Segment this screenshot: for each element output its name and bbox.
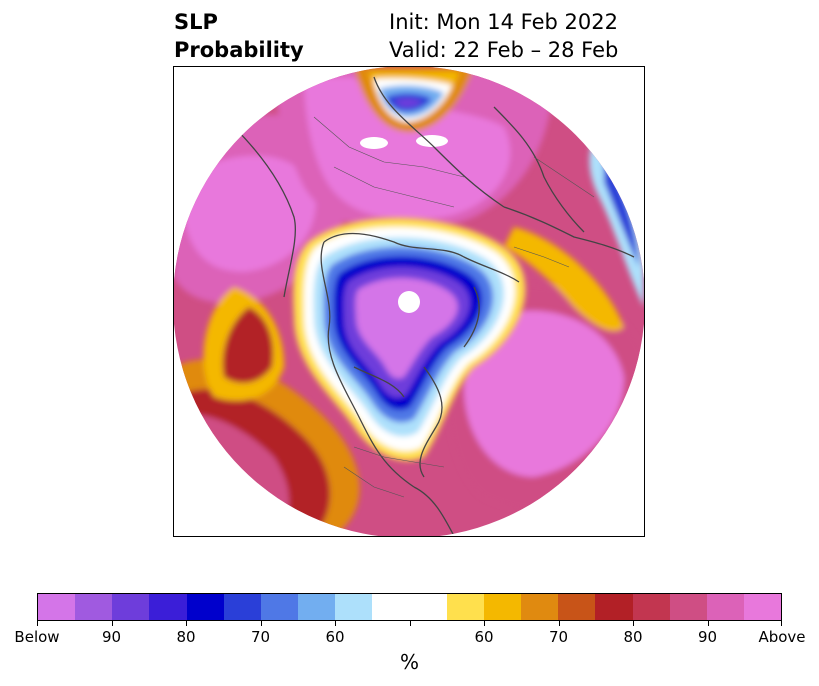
colorbar-tick-label: Above [758,628,806,646]
probability-field [174,67,644,536]
colorbar-swatch [409,594,447,620]
polar-below-core [355,277,458,379]
borders [313,116,595,498]
east-light-blue [589,137,644,307]
title-probability: Probability [174,38,304,62]
colorbar-tick-label: 90 [101,628,122,646]
colorbar-tick-label: Below [14,628,60,646]
colorbar-tick [37,621,38,626]
colorbar-tick-label: 70 [250,628,271,646]
colorbar-swatch [595,594,633,620]
colorbar-tick [409,621,411,626]
colorbar-tick [558,621,560,626]
colorbar-tick-label: 60 [474,628,494,646]
colorbar-tick-labels: Below 90 80 70 60 60 70 80 90 Above [14,628,805,648]
east-above-core [464,310,624,477]
colorbar-swatch [669,594,707,620]
colorbar-swatch [223,594,261,620]
colorbar-swatch [372,594,410,620]
north-purple [394,98,422,108]
colorbar-tick-label: 80 [176,628,196,646]
colorbar-swatch [75,594,113,620]
map-title-left: SLP Probability [174,8,304,64]
map-panel [173,66,645,537]
colorbar-tick-label: 90 [697,628,718,646]
polar-below-region [293,218,526,461]
colorbar-tick-label: 80 [623,628,643,646]
colorbar-tick [633,621,634,626]
north-above-core [304,77,511,220]
colorbar-swatch [521,594,559,620]
colorbar-tick-label: 60 [325,628,345,646]
colorbar-swatch [483,594,522,620]
pole-gap [398,291,420,313]
colorbar-swatch [186,594,224,620]
colorbar-swatch [558,594,596,620]
colorbar-tick [484,621,485,626]
colorbar-swatch [149,594,187,620]
colorbar-tick [335,621,336,626]
title-init-date: Init: Mon 14 Feb 2022 [389,10,618,34]
colorbar-swatch [335,594,373,620]
colorbar-swatch [632,594,670,620]
coastlines [233,76,635,536]
colorbar-ticks [37,621,782,629]
colorbar-tick [707,621,709,626]
probability-map [174,67,644,536]
colorbar-swatch [38,594,76,620]
west-above-core [184,155,316,272]
title-valid-range: Valid: 22 Feb – 28 Feb [389,38,619,62]
colorbar-tick-label: 70 [548,628,569,646]
colorbar-tick [186,621,187,626]
east-blue [604,157,639,267]
colorbar-swatch [112,594,150,620]
colorbar-tick [111,621,113,626]
colorbar-swatch [446,594,484,620]
north-gap-1 [360,137,388,149]
colorbar-unit-label: % [399,650,419,674]
colorbar-tick [781,621,782,626]
colorbar-swatch [743,594,782,620]
map-title-right: Init: Mon 14 Feb 2022 Valid: 22 Feb – 28… [389,8,618,64]
colorbar-tick [260,621,262,626]
colorbar-swatch [260,594,299,620]
west-red-core [222,307,274,383]
colorbar-swatch [706,594,744,620]
title-slp: SLP [174,10,218,34]
colorbar-swatch [298,594,336,620]
east-yellow-fringe [504,227,624,331]
probability-colorbar [37,593,782,621]
